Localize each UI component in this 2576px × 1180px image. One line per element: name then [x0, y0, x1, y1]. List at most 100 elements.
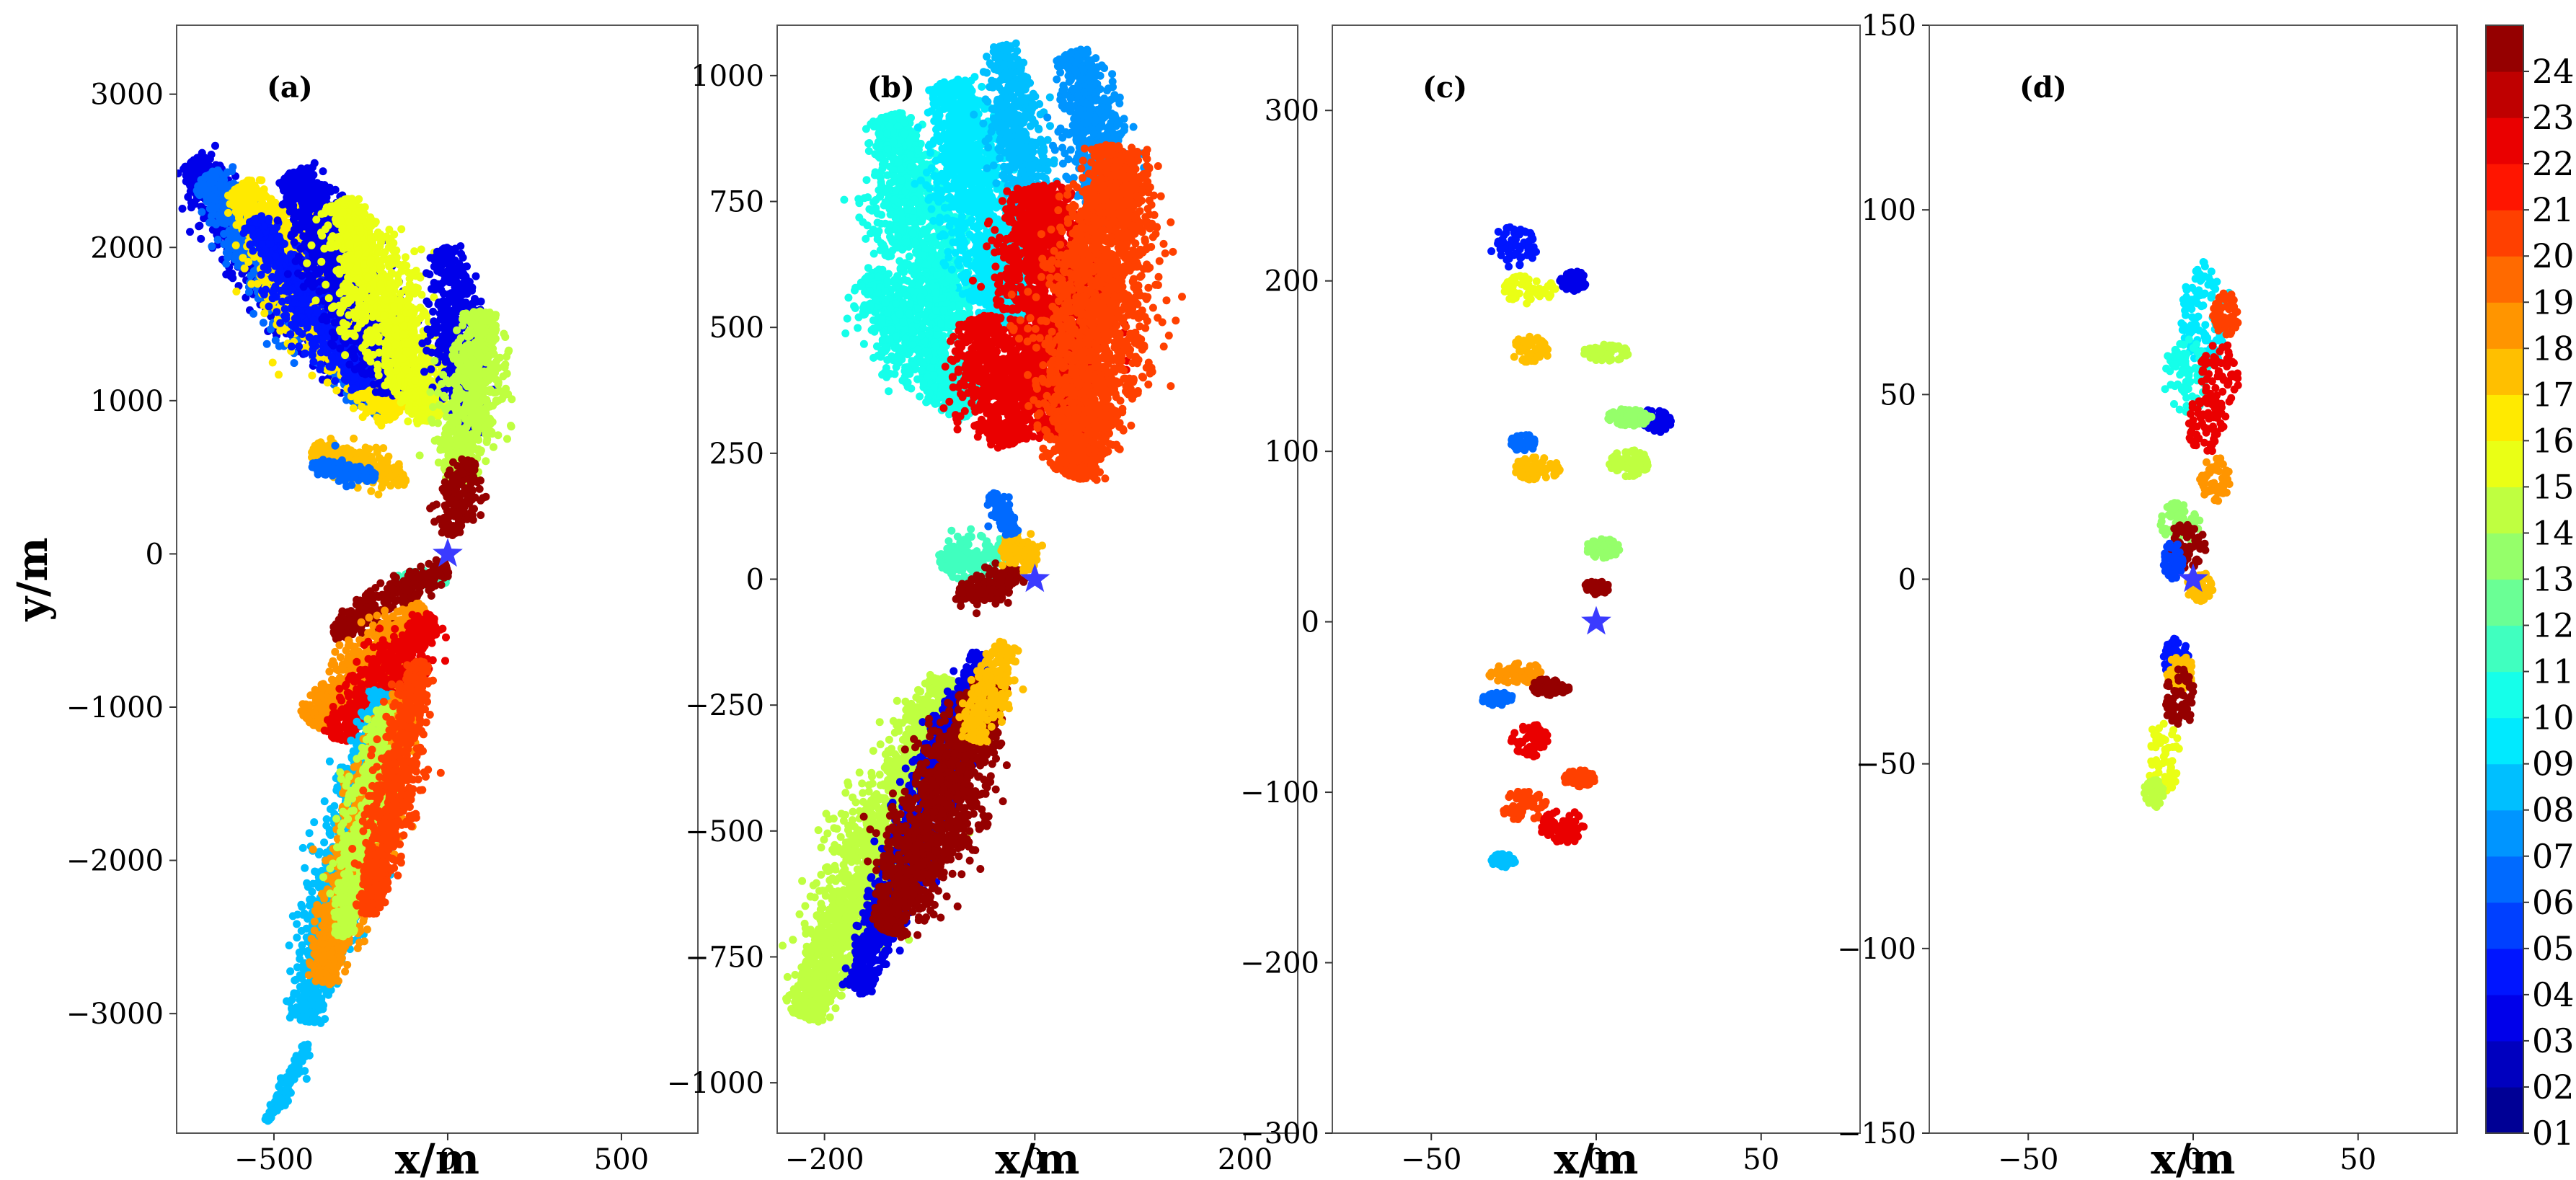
- scatter-point: [246, 240, 254, 249]
- scatter-point: [240, 264, 249, 272]
- scatter-point: [249, 309, 258, 318]
- scatter-point: [270, 285, 278, 294]
- scatter-point: [186, 228, 194, 236]
- scatter-point: [207, 151, 216, 159]
- scatter-point: [260, 263, 268, 272]
- scatter-point: [198, 148, 206, 157]
- scatter-point: [283, 296, 292, 304]
- scatter-point: [257, 249, 266, 258]
- scatter-point: [323, 378, 332, 387]
- scatter-point: [259, 319, 267, 327]
- scatter-point: [309, 316, 317, 324]
- scatter-point: [325, 362, 334, 371]
- scatter-point: [309, 358, 318, 366]
- scatter-point: [319, 167, 327, 176]
- scatter-point: [374, 417, 383, 426]
- scatter-point: [219, 172, 228, 180]
- scatter-point: [273, 216, 282, 225]
- scatter-point: [290, 359, 298, 368]
- scatter-point: [280, 239, 288, 248]
- scatter-point: [381, 416, 390, 424]
- scatter-point: [250, 215, 259, 223]
- scatter-point: [214, 212, 223, 221]
- scatter-point: [282, 311, 291, 319]
- scatter-point: [264, 215, 273, 223]
- scatter-point: [203, 186, 211, 195]
- scatter-point: [249, 190, 257, 198]
- scatter-point: [295, 342, 304, 351]
- scatter-point: [317, 328, 325, 336]
- scatter-point: [255, 204, 263, 213]
- scatter-point: [220, 230, 229, 238]
- scatter-point: [218, 198, 227, 207]
- scatter-point: [221, 184, 230, 192]
- scatter-point: [262, 340, 271, 348]
- scatter-point: [223, 253, 232, 262]
- scatter-point: [271, 336, 280, 345]
- scatter-point: [198, 208, 206, 216]
- scatter-point: [194, 156, 203, 165]
- scatter-point: [295, 327, 303, 336]
- scatter-point: [366, 396, 374, 405]
- scatter-point: [327, 352, 336, 361]
- scatter-point: [379, 402, 387, 410]
- scatter-point: [273, 308, 281, 316]
- scatter-point: [270, 227, 279, 235]
- scatter-point: [358, 402, 366, 411]
- scatter-point: [275, 371, 283, 379]
- scatter-point: [265, 302, 273, 311]
- scatter-point: [250, 181, 259, 190]
- scatter-point: [257, 270, 265, 279]
- scatter-point: [224, 208, 232, 217]
- scatter-point: [305, 333, 314, 342]
- scatter-point: [239, 200, 247, 209]
- scatter-point: [281, 283, 290, 292]
- scatter-point: [200, 214, 208, 223]
- scatter-point: [187, 158, 196, 167]
- scatter-point: [211, 141, 219, 150]
- scatter-point: [208, 242, 216, 251]
- scatter-point: [247, 225, 256, 234]
- scatter-point: [245, 288, 253, 296]
- scatter-point: [298, 295, 307, 303]
- scatter-point: [268, 358, 277, 367]
- scatter-point: [231, 255, 239, 264]
- scatter-point: [350, 374, 359, 383]
- scatter-point: [220, 240, 229, 249]
- scatter-point: [313, 308, 322, 316]
- scatter-point: [181, 165, 190, 174]
- scatter-point: [331, 377, 340, 385]
- scatter-point: [253, 280, 262, 288]
- scatter-point: [194, 189, 203, 198]
- scatter-point: [266, 239, 275, 248]
- scatter-point: [231, 185, 239, 194]
- scatter-point: [359, 381, 368, 390]
- scatter-point: [232, 287, 241, 296]
- scatter-point: [178, 205, 187, 213]
- scatter-point: [221, 218, 230, 226]
- scatter-point: [274, 269, 283, 278]
- scatter-point: [350, 384, 358, 393]
- scatter-point: [387, 404, 396, 412]
- scatter-points: [177, 141, 516, 1125]
- scatter-point: [349, 404, 358, 412]
- scatter-point: [257, 176, 266, 185]
- scatter-point: [201, 173, 210, 182]
- scatter-point: [273, 234, 282, 243]
- scatter-point: [205, 218, 214, 227]
- scatter-point: [332, 386, 341, 395]
- scatter-point: [229, 274, 237, 283]
- scatter-point: [197, 234, 205, 243]
- scatter-point: [301, 349, 309, 358]
- scatter-point: [255, 231, 264, 239]
- scatter-point: [308, 371, 317, 380]
- scatter-point: [271, 252, 280, 261]
- scatter-point: [305, 306, 314, 314]
- scatter-point: [208, 202, 216, 210]
- scatter-point: [308, 351, 317, 360]
- scatter-point: [287, 342, 296, 351]
- scatter-point: [259, 194, 267, 203]
- scatter-point: [262, 285, 270, 294]
